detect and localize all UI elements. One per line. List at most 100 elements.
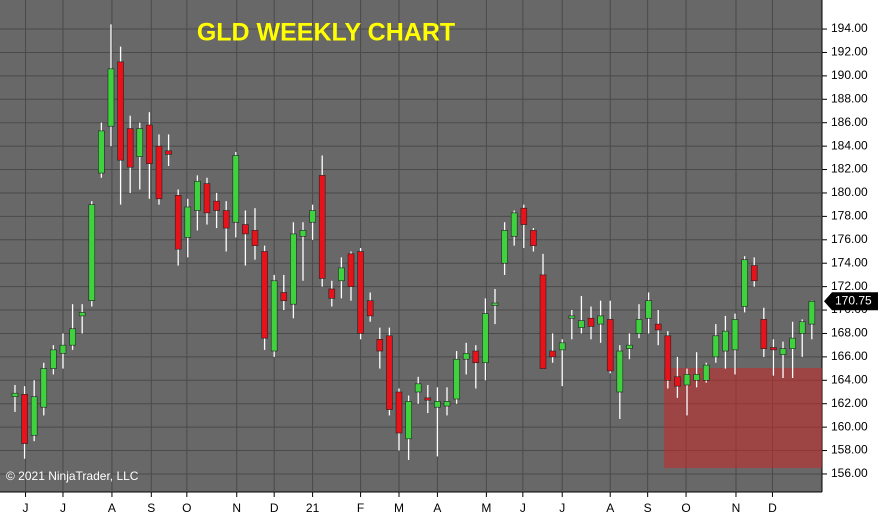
- y-tick-label: 194.00: [831, 21, 868, 35]
- x-tick-label: O: [182, 501, 191, 515]
- candle-body: [549, 350, 556, 358]
- x-tick-label: A: [433, 501, 441, 515]
- candle-body: [683, 374, 691, 386]
- x-tick-label: M: [481, 501, 491, 515]
- candle-body: [242, 224, 249, 235]
- candle-body: [261, 251, 268, 339]
- y-tick-label: 180.00: [831, 185, 868, 199]
- candle-body: [770, 347, 777, 351]
- candle-body: [213, 200, 220, 211]
- x-tick-label: J: [520, 501, 526, 515]
- candle-body: [146, 124, 153, 164]
- candle-body: [59, 344, 67, 354]
- y-tick-label: 178.00: [831, 209, 868, 223]
- candle-body: [126, 128, 134, 168]
- y-tick-label: 186.00: [831, 115, 868, 129]
- candle-body: [568, 315, 576, 319]
- y-tick-label: 160.00: [831, 419, 868, 433]
- copyright: © 2021 NinjaTrader, LLC: [6, 469, 139, 483]
- candle-body: [290, 233, 297, 305]
- candle-body: [174, 195, 182, 250]
- candle-body: [194, 180, 201, 211]
- candle-body: [443, 401, 451, 407]
- candle-body: [760, 319, 768, 349]
- candle-body: [366, 300, 374, 317]
- x-tick-label: D: [270, 501, 279, 515]
- candle-body: [50, 349, 57, 369]
- candle-body: [309, 210, 316, 223]
- y-tick-label: 176.00: [831, 232, 868, 246]
- x-tick-label: A: [108, 501, 116, 515]
- candle-body: [491, 302, 499, 306]
- candle-body: [280, 292, 288, 301]
- candle-body: [472, 350, 480, 364]
- x-tick-label: J: [559, 501, 565, 515]
- y-tick-label: 190.00: [831, 68, 868, 82]
- candle-body: [117, 61, 124, 161]
- candle-body: [712, 335, 720, 358]
- x-tick-label: A: [606, 501, 614, 515]
- x-tick-label: F: [357, 501, 364, 515]
- candle-body: [328, 288, 336, 299]
- y-tick-label: 168.00: [831, 326, 868, 340]
- candle-body: [693, 374, 700, 381]
- candle-body: [635, 319, 643, 334]
- candle-body: [424, 397, 432, 401]
- candle-body: [386, 335, 393, 410]
- y-tick-label: 158.00: [831, 443, 868, 457]
- x-tick-label: S: [644, 501, 652, 515]
- candle-body: [578, 320, 585, 328]
- candle-body: [414, 383, 422, 393]
- candle-body: [606, 319, 614, 372]
- y-tick-label: 174.00: [831, 255, 868, 269]
- x-tick-label: J: [60, 501, 66, 515]
- candle-body: [69, 328, 76, 346]
- candle-body: [165, 150, 172, 155]
- candle-body: [11, 392, 19, 397]
- candle-body: [616, 350, 624, 393]
- candle-body: [338, 267, 345, 282]
- y-tick-label: 172.00: [831, 279, 868, 293]
- candle-body: [78, 312, 86, 317]
- candle-body: [434, 401, 441, 408]
- candle-body: [510, 212, 518, 237]
- candle-body: [645, 300, 652, 319]
- y-tick-label: 166.00: [831, 349, 868, 363]
- candle-body: [136, 128, 144, 157]
- candle-body: [741, 259, 748, 307]
- x-tick-label: 21: [306, 501, 320, 515]
- candle-body: [722, 330, 729, 352]
- candle-body: [654, 323, 662, 331]
- candle-body: [357, 251, 364, 334]
- candle-body: [808, 300, 816, 325]
- y-tick-label: 156.00: [831, 466, 868, 480]
- y-tick-label: 192.00: [831, 45, 868, 59]
- candle-body: [731, 319, 739, 351]
- candle-body: [405, 401, 412, 440]
- y-tick-label: 184.00: [831, 138, 868, 152]
- x-tick-label: N: [732, 501, 741, 515]
- x-tick-label: S: [147, 501, 155, 515]
- x-tick-label: O: [681, 501, 690, 515]
- candle-body: [251, 230, 259, 246]
- candle-body: [597, 315, 604, 325]
- candle-body: [530, 230, 537, 246]
- candle-body: [21, 394, 28, 444]
- candle-body: [222, 210, 230, 229]
- candle-body: [98, 130, 105, 174]
- candle-body: [453, 358, 460, 400]
- candle-body: [789, 337, 796, 349]
- last-price-box: [824, 292, 878, 311]
- candle-body: [664, 335, 672, 381]
- candle-body: [462, 353, 470, 360]
- candle-body: [482, 313, 489, 364]
- candle-body: [395, 391, 403, 434]
- candle-body: [270, 280, 278, 352]
- candle-body: [702, 364, 710, 381]
- candle-body: [40, 368, 48, 408]
- x-tick-label: M: [394, 501, 404, 515]
- x-tick-label: D: [768, 501, 777, 515]
- candle-body: [376, 339, 384, 352]
